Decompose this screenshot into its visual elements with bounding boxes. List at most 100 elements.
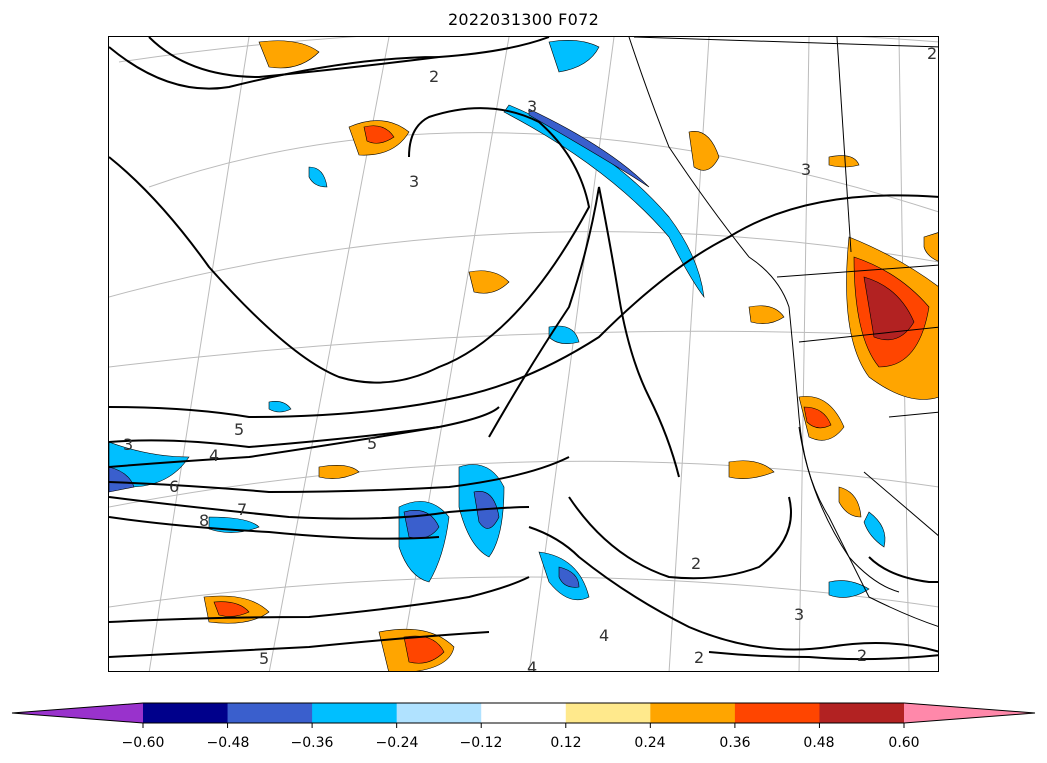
colorbar [11, 702, 1036, 728]
colorbar-segment [734, 703, 820, 723]
map-title: 2022031300 F072 [447, 10, 600, 29]
negative-shading [109, 40, 886, 601]
warm-patch [318, 465, 360, 479]
warm-patch [728, 460, 775, 479]
warm-patch [363, 125, 395, 144]
blue-patch [558, 566, 580, 588]
contour-label: 3 [801, 160, 811, 179]
contour-label: 2 [429, 67, 439, 86]
colorbar-segment [227, 703, 313, 723]
height-contours [109, 37, 938, 661]
contour-label: 4 [599, 626, 609, 645]
warm-patch [748, 305, 785, 324]
blue-patch [828, 580, 870, 598]
contour-label: 3 [409, 172, 419, 191]
warm-patch [828, 155, 860, 168]
map-panel: 2 3 2 3 3 4 5 6 7 8 5 2 3 2 4 2 3 5 4 [108, 36, 939, 672]
blue-patch [548, 40, 600, 73]
warm-patch [803, 406, 832, 429]
warm-patch [468, 270, 510, 294]
warm-patch [213, 601, 250, 617]
contour-label: 2 [691, 554, 701, 573]
contour [148, 37, 440, 79]
longitude-line [798, 37, 810, 671]
contour [109, 516, 440, 540]
colorbar-segment [143, 703, 229, 723]
contour [109, 631, 490, 658]
blue-patch [863, 511, 886, 548]
contour [109, 107, 591, 384]
warm-patch [923, 232, 938, 262]
colorbar-tick-label: −0.60 [121, 735, 165, 751]
contour-label: 3 [527, 97, 537, 116]
contour-label: 7 [237, 500, 247, 519]
colorbar-tick-label: 0.24 [634, 735, 666, 751]
coastlines [628, 37, 938, 627]
contour [109, 496, 530, 520]
graticule [109, 37, 938, 671]
longitude-line [528, 37, 615, 671]
contour-label: 3 [794, 605, 804, 624]
contour [109, 194, 938, 419]
colorbar-tickmarks [142, 723, 905, 728]
colorbar-segment [650, 703, 736, 723]
blue-patch [548, 325, 580, 344]
border [776, 264, 938, 278]
contour [109, 456, 570, 494]
contour [528, 526, 938, 653]
contour-label: 4 [527, 658, 537, 672]
contour [708, 651, 938, 661]
warm-patch [688, 130, 720, 171]
colorbar-segment [819, 703, 905, 723]
contour [109, 576, 530, 623]
contour-label: 3 [123, 435, 133, 454]
contour [109, 406, 500, 449]
colorbar-segments [12, 703, 1035, 723]
latitude-line [109, 576, 938, 608]
blue-patch [109, 466, 135, 493]
contour [488, 186, 680, 478]
latitude-line [109, 460, 938, 508]
coastline [798, 426, 900, 593]
contour-label: 5 [367, 434, 377, 453]
colorbar-tick-label: 0.48 [803, 735, 835, 751]
colorbar-segment [396, 703, 482, 723]
colorbar-segment [312, 703, 398, 723]
contour-label: 5 [259, 649, 269, 668]
latitude-line [118, 37, 938, 63]
contour-label: 5 [234, 420, 244, 439]
contour-label: 2 [927, 44, 937, 63]
coastline [628, 37, 938, 627]
warm-patch [258, 40, 320, 69]
colorbar-tick-label: −0.36 [290, 735, 334, 751]
contour [868, 556, 938, 583]
latitude-line [109, 231, 938, 298]
longitude-line [148, 37, 250, 671]
blue-patch [268, 401, 292, 413]
contour-label: 8 [199, 511, 209, 530]
colorbar-tick-label: 0.36 [719, 735, 751, 751]
colorbar-tick-label: 0.60 [888, 735, 920, 751]
latitude-line [148, 132, 938, 213]
warm-patch [838, 486, 862, 518]
latitude-line [109, 330, 938, 368]
border [633, 37, 938, 48]
border [863, 471, 938, 536]
blue-band [528, 108, 650, 188]
contour [109, 37, 550, 90]
border [798, 326, 938, 343]
colorbar-tick-label: −0.12 [459, 735, 503, 751]
colorbar-tick-label: 0.12 [550, 735, 582, 751]
blue-patch [308, 166, 328, 188]
contour-label: 2 [857, 646, 867, 665]
contour [568, 496, 792, 580]
contour-label: 2 [694, 648, 704, 667]
border [888, 411, 938, 418]
colorbar-tick-label: −0.48 [206, 735, 250, 751]
map-canvas: 2 3 2 3 3 4 5 6 7 8 5 2 3 2 4 2 3 5 4 [109, 37, 938, 672]
border [836, 37, 852, 253]
colorbar-extend-high [904, 703, 1035, 723]
contour [109, 426, 440, 468]
contour-label: 6 [169, 477, 179, 496]
colorbar-extend-low [12, 703, 143, 723]
